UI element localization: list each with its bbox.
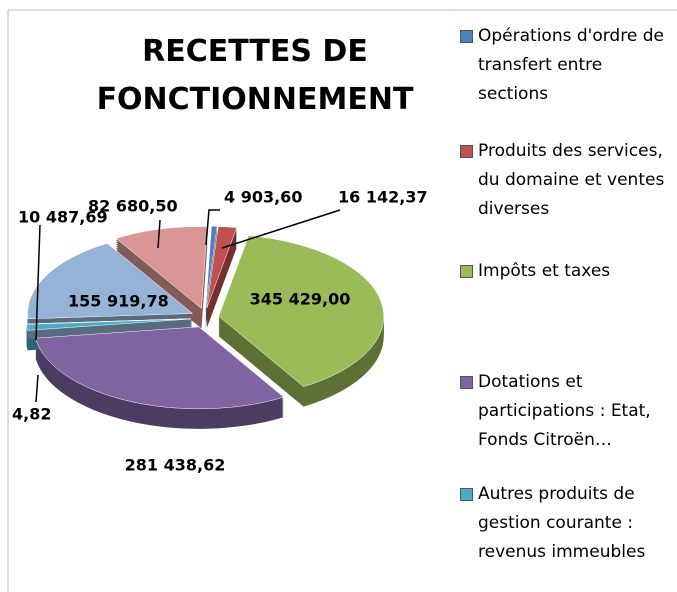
legend-item: Autres produits de gestion courante : re… [460, 480, 670, 567]
slice-side [206, 240, 237, 323]
slice-side [206, 238, 237, 321]
legend-swatch [460, 376, 473, 389]
data-label: 82 680,50 [88, 197, 178, 216]
data-label: 4 903,60 [224, 188, 302, 207]
legend-label: Opérations d'ordre de transfert entre se… [478, 26, 664, 104]
data-label: 4,82 [12, 405, 51, 424]
slice [27, 243, 194, 320]
leader-line [221, 209, 341, 249]
legend-swatch [460, 265, 473, 278]
slice [26, 318, 192, 325]
slice-side [205, 230, 218, 313]
legend-item: Dotations et participations : Etat, Fond… [460, 368, 670, 455]
data-label: 10 487,69 [18, 208, 108, 227]
legend-item: Produits des services, du domaine et ven… [460, 137, 670, 224]
data-label: 155 919,78 [68, 292, 169, 311]
data-label: 16 142,37 [338, 188, 428, 207]
slice [218, 235, 385, 387]
slice [206, 226, 238, 309]
slice-side [206, 244, 237, 327]
slice-side [206, 234, 237, 317]
legend-item: Impôts et taxes [460, 257, 670, 286]
slice-side [206, 228, 237, 311]
leader-lines [35, 209, 341, 403]
data-label: 345 429,00 [250, 290, 351, 309]
data-label: 281 438,62 [125, 456, 226, 475]
slice [205, 226, 218, 309]
legend-item: Opérations d'ordre de transfert entre se… [460, 22, 670, 109]
legend-label: Produits des services, du domaine et ven… [478, 141, 665, 219]
legend-swatch [460, 145, 473, 158]
legend-swatch [460, 30, 473, 43]
slice-side [205, 228, 218, 311]
slice-side [206, 236, 237, 319]
legend-label: Dotations et participations : Etat, Fond… [478, 372, 651, 450]
leader-line [205, 209, 220, 246]
leader-line [35, 374, 39, 403]
pie-tops [26, 226, 385, 410]
data-labels: 4 903,60 16 142,37 345 429,00 281 438,62 10 … [12, 188, 428, 475]
legend-swatch [460, 488, 473, 501]
slice [26, 318, 192, 331]
leader-line [35, 224, 41, 341]
slice [35, 326, 285, 410]
leader-line [157, 219, 161, 249]
slice-side [206, 230, 237, 313]
slice-side [206, 242, 237, 325]
legend-label: Autres produits de gestion courante : re… [478, 484, 646, 562]
slice-side [206, 246, 237, 329]
legend-label: Impôts et taxes [478, 261, 611, 281]
chart-title: RECETTES DE FONCTIONNEMENT [96, 34, 414, 117]
slice-side [206, 232, 237, 315]
